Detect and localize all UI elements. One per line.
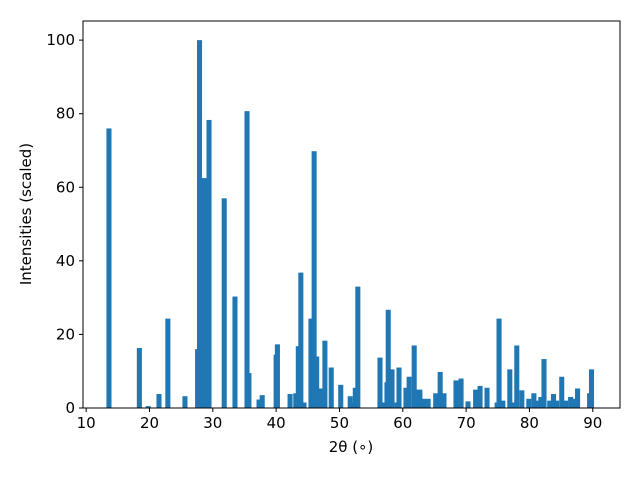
y-tick-label: 0: [65, 399, 75, 417]
bar: [531, 393, 537, 408]
bar: [500, 400, 506, 408]
bar: [550, 394, 557, 408]
y-tick-label: 60: [56, 178, 75, 196]
bar: [232, 296, 238, 408]
bar: [411, 345, 417, 408]
bar: [201, 178, 207, 408]
bar: [473, 389, 479, 408]
bar: [145, 406, 151, 408]
bar: [413, 389, 419, 408]
y-tick-label: 40: [56, 252, 75, 270]
y-axis-label: Intensities (scaled): [17, 143, 35, 285]
bar: [458, 378, 464, 408]
bar: [182, 396, 188, 408]
x-tick-label: 40: [267, 414, 286, 432]
x-tick-label: 90: [583, 414, 602, 432]
bar: [547, 400, 553, 408]
x-tick-label: 20: [140, 414, 159, 432]
bar: [571, 398, 577, 408]
bar: [136, 348, 142, 408]
bar: [433, 393, 439, 408]
x-tick-label: 80: [520, 414, 539, 432]
bar: [165, 318, 171, 408]
bar: [314, 356, 320, 408]
bar: [507, 369, 513, 408]
bar: [526, 398, 532, 408]
bar: [484, 387, 490, 408]
bar: [496, 318, 502, 408]
bar: [425, 398, 431, 408]
x-tick-label: 60: [393, 414, 412, 432]
bar: [206, 119, 212, 409]
bar: [259, 395, 265, 408]
bar: [554, 400, 560, 408]
bar: [453, 380, 459, 408]
bar: [538, 396, 544, 408]
bar: [308, 318, 314, 408]
bar: [575, 388, 581, 408]
bar: [301, 402, 307, 408]
bar: [196, 40, 203, 409]
bar: [534, 400, 540, 408]
bar: [298, 272, 304, 408]
bar: [519, 390, 525, 408]
bar: [441, 393, 447, 408]
bar: [403, 387, 409, 408]
bar: [514, 345, 520, 408]
bar: [510, 402, 516, 408]
y-tick-label: 80: [56, 105, 75, 123]
bar: [421, 398, 427, 408]
bar: [106, 128, 112, 408]
bar: [568, 396, 574, 408]
x-tick-label: 70: [457, 414, 476, 432]
axes-frame: [82, 20, 621, 409]
bar: [465, 401, 471, 408]
x-tick-label: 30: [203, 414, 222, 432]
bar: [559, 376, 565, 408]
bar: [588, 369, 595, 408]
bar: [385, 309, 391, 408]
bar: [322, 340, 328, 408]
bar: [287, 394, 293, 408]
bar: [477, 385, 483, 408]
bar: [274, 344, 280, 408]
bar: [389, 369, 395, 408]
bar: [541, 359, 547, 408]
bar: [156, 394, 162, 408]
bar: [406, 376, 412, 408]
x-tick-label: 10: [77, 414, 96, 432]
plot-area: [106, 40, 595, 409]
bar: [311, 151, 317, 408]
bar: [380, 402, 386, 408]
bar: [338, 384, 344, 408]
bar: [246, 373, 252, 408]
bar: [347, 396, 353, 408]
bar: [396, 367, 402, 408]
bar: [256, 399, 262, 408]
bar: [318, 388, 324, 408]
y-tick-label: 20: [56, 325, 75, 343]
x-tick-label: 50: [330, 414, 349, 432]
bar: [563, 400, 569, 408]
x-axis-label: 2θ (∘): [329, 438, 374, 456]
bar: [355, 286, 361, 408]
bar: [328, 367, 334, 408]
bar: [377, 357, 383, 408]
bar: [417, 389, 423, 408]
y-tick-label: 100: [46, 31, 75, 49]
bar: [221, 198, 227, 408]
bar: [437, 371, 443, 408]
bar: [244, 111, 250, 408]
